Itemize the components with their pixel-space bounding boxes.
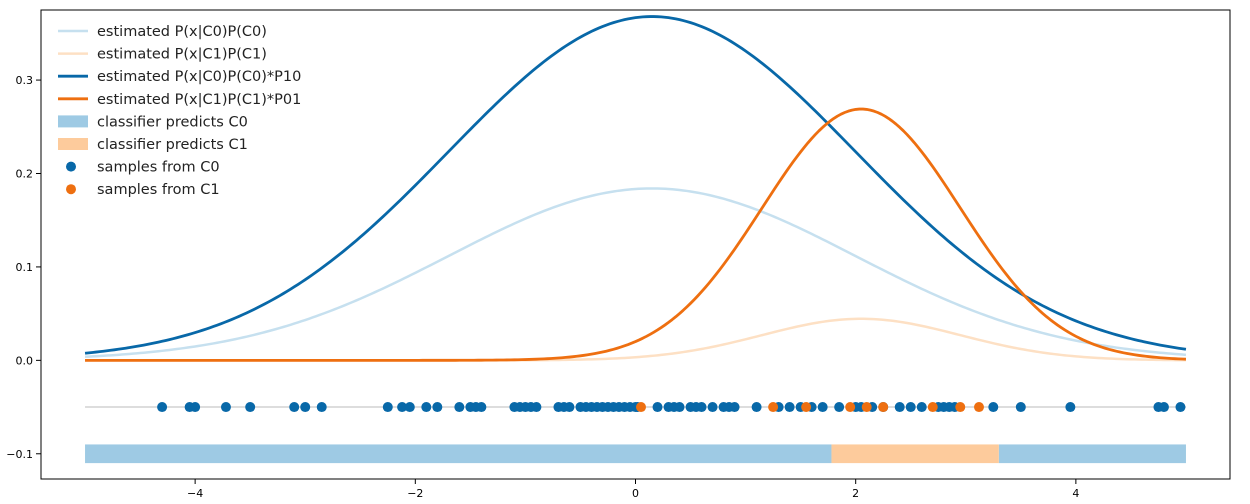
x-tick-label-0: −4 (187, 487, 203, 500)
sample-point-0-2 (190, 402, 201, 413)
sample-point-0-16 (476, 402, 487, 413)
legend-label-3: estimated P(x|C1)P(C1)*P01 (97, 92, 301, 108)
sample-point-1-3 (845, 402, 856, 413)
sample-point-0-4 (245, 402, 256, 413)
sample-point-0-54 (834, 402, 845, 413)
sample-point-0-71 (1175, 402, 1186, 413)
x-tick-label-3: 2 (852, 487, 859, 500)
legend-label-6: samples from C0 (97, 160, 220, 176)
sample-point-0-6 (300, 402, 311, 413)
sample-point-0-59 (894, 402, 905, 413)
region-0-1 (998, 444, 1186, 464)
curves (84, 15, 1187, 362)
samples (157, 402, 1186, 413)
x-tick-label-2: 0 (632, 487, 639, 500)
sample-point-1-6 (927, 402, 938, 413)
sample-point-0-67 (1015, 402, 1026, 413)
y-tick-label-3: 0.2 (16, 167, 34, 180)
y-tick-label-0: −0.1 (6, 448, 33, 461)
y-tick-label-1: 0.0 (16, 354, 34, 367)
region-1-0 (831, 444, 999, 464)
sample-point-0-70 (1158, 402, 1169, 413)
sample-point-0-60 (905, 402, 916, 413)
legend: estimated P(x|C0)P(C0) estimated P(x|C1)P… (58, 24, 301, 198)
legend-label-2: estimated P(x|C0)P(C0)*P10 (97, 69, 301, 85)
sample-point-0-10 (404, 402, 415, 413)
legend-swatch-5 (58, 138, 88, 150)
x-tick-label-1: −2 (407, 487, 423, 500)
sample-point-1-4 (861, 402, 872, 413)
sample-point-1-7 (955, 402, 966, 413)
legend-label-5: classifier predicts C1 (97, 137, 248, 153)
sample-point-0-5 (289, 402, 300, 413)
sample-point-0-21 (531, 402, 542, 413)
sample-point-1-2 (801, 402, 812, 413)
series-line-2 (84, 15, 1187, 355)
legend-swatch-6 (66, 161, 76, 172)
x-axis-ticks: −4 −2 0 2 4 (187, 479, 1079, 500)
sample-point-1-0 (636, 402, 647, 413)
y-tick-label-2: 0.1 (16, 261, 34, 274)
region-0-0 (85, 444, 832, 464)
legend-swatch-4 (58, 115, 88, 128)
sample-point-0-3 (220, 402, 231, 413)
x-tick-label-4: 4 (1072, 487, 1079, 500)
sample-point-0-24 (564, 402, 575, 413)
sample-point-0-40 (674, 402, 685, 413)
series-line-3 (85, 107, 1187, 362)
sample-point-0-53 (817, 402, 828, 413)
legend-label-4: classifier predicts C0 (97, 114, 248, 130)
sample-point-0-9 (397, 402, 408, 413)
sample-point-0-48 (751, 402, 762, 413)
sample-point-1-5 (878, 402, 889, 413)
sample-point-0-7 (316, 402, 327, 413)
classifier-regions (85, 444, 1186, 464)
sample-point-0-37 (652, 402, 663, 413)
legend-swatch-7 (66, 184, 76, 195)
sample-point-0-11 (421, 402, 432, 413)
legend-label-1: estimated P(x|C1)P(C1) (97, 47, 267, 63)
sample-point-0-0 (157, 402, 168, 413)
sample-point-0-13 (454, 402, 465, 413)
y-axis-ticks: −0.1 0.0 0.1 0.2 0.3 (6, 74, 41, 461)
sample-point-0-50 (784, 402, 795, 413)
series-line-0 (84, 187, 1187, 359)
sample-point-0-12 (432, 402, 443, 413)
sample-point-1-1 (768, 402, 779, 413)
legend-label-0: estimated P(x|C0)P(C0) (97, 24, 267, 40)
series-line-1 (85, 317, 1186, 362)
sample-point-0-47 (729, 402, 740, 413)
sample-point-0-68 (1065, 402, 1076, 413)
sample-point-0-8 (382, 402, 393, 413)
sample-point-1-8 (973, 402, 984, 413)
sample-point-0-61 (916, 402, 927, 413)
y-tick-label-4: 0.3 (16, 74, 34, 87)
sample-point-0-66 (988, 402, 999, 413)
sample-point-0-43 (696, 402, 707, 413)
legend-label-7: samples from C1 (97, 182, 220, 198)
sample-point-0-44 (707, 402, 718, 413)
